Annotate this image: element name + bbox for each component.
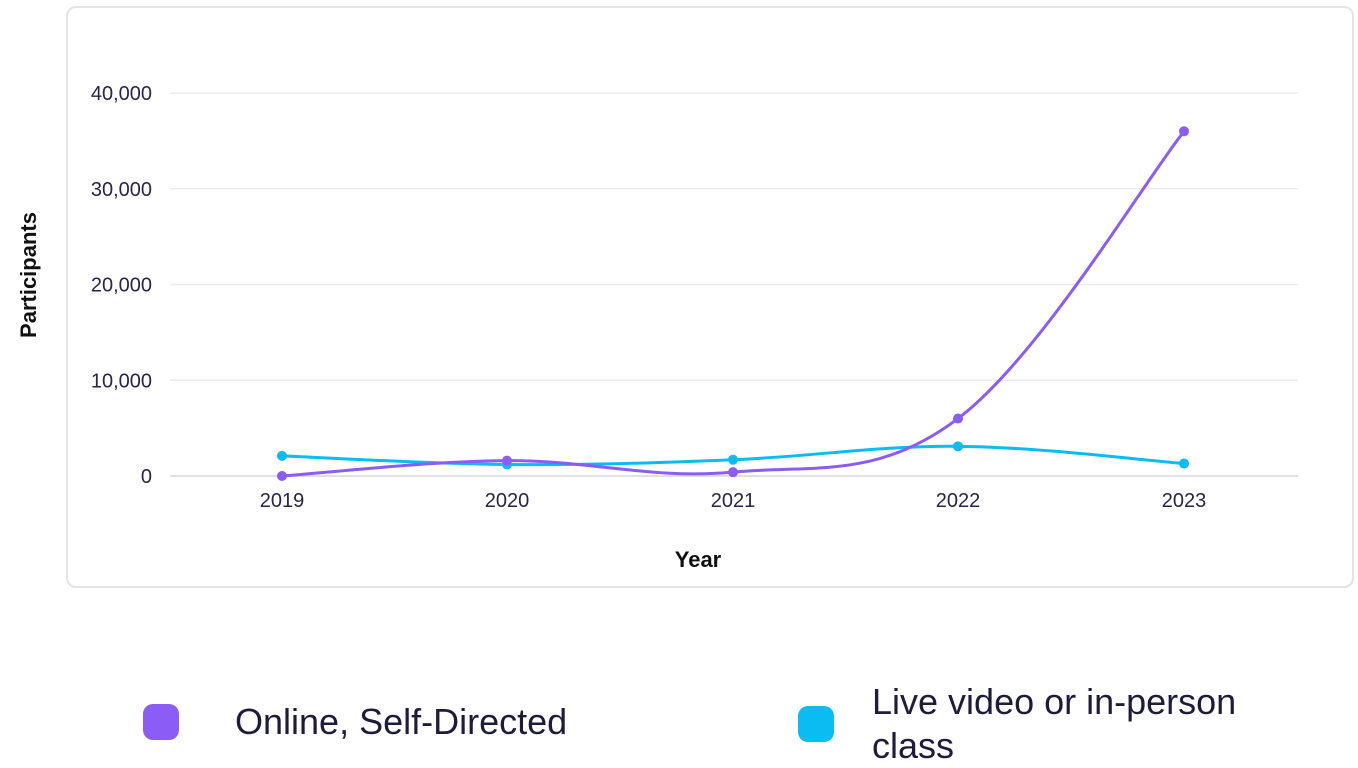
- data-point-live-video-in-person[interactable]: [1179, 459, 1189, 469]
- x-tick-label: 2019: [260, 490, 305, 512]
- y-tick-label: 30,000: [91, 179, 152, 201]
- x-tick-label: 2020: [485, 490, 530, 512]
- data-point-live-video-in-person[interactable]: [953, 441, 963, 451]
- legend-swatch-online: [143, 704, 179, 740]
- legend-item-online[interactable]: Online, Self-Directed: [143, 700, 567, 744]
- y-axis-title: Participants: [16, 212, 41, 338]
- data-point-online-self-directed[interactable]: [953, 414, 963, 424]
- legend-label-live-line2: class: [872, 724, 1236, 768]
- x-tick-label: 2023: [1162, 490, 1207, 512]
- y-tick-label: 0: [141, 466, 152, 488]
- y-tick-label: 20,000: [91, 275, 152, 297]
- legend-swatch-live: [798, 706, 834, 742]
- x-tick-label: 2021: [711, 490, 756, 512]
- x-tick-label: 2022: [936, 490, 981, 512]
- data-point-online-self-directed[interactable]: [1179, 126, 1189, 136]
- x-axis-ticks: 2019 2020 2021 2022 2023: [260, 490, 1207, 512]
- data-point-online-self-directed[interactable]: [502, 456, 512, 466]
- data-point-live-video-in-person[interactable]: [728, 455, 738, 465]
- x-axis-title: Year: [675, 547, 722, 572]
- data-point-online-self-directed[interactable]: [728, 467, 738, 477]
- gridlines: [170, 93, 1298, 476]
- y-tick-label: 40,000: [91, 83, 152, 105]
- series-lines: [277, 126, 1189, 481]
- series-line-online-self-directed: [282, 131, 1184, 476]
- legend-label-online: Online, Self-Directed: [235, 700, 567, 744]
- legend-item-live[interactable]: Live video or in-person class: [798, 680, 1236, 768]
- y-axis-ticks: 0 10,000 20,000 30,000 40,000: [91, 83, 152, 488]
- data-point-live-video-in-person[interactable]: [277, 451, 287, 461]
- y-tick-label: 10,000: [91, 370, 152, 392]
- data-point-online-self-directed[interactable]: [277, 471, 287, 481]
- legend-label-live-line1: Live video or in-person: [872, 680, 1236, 724]
